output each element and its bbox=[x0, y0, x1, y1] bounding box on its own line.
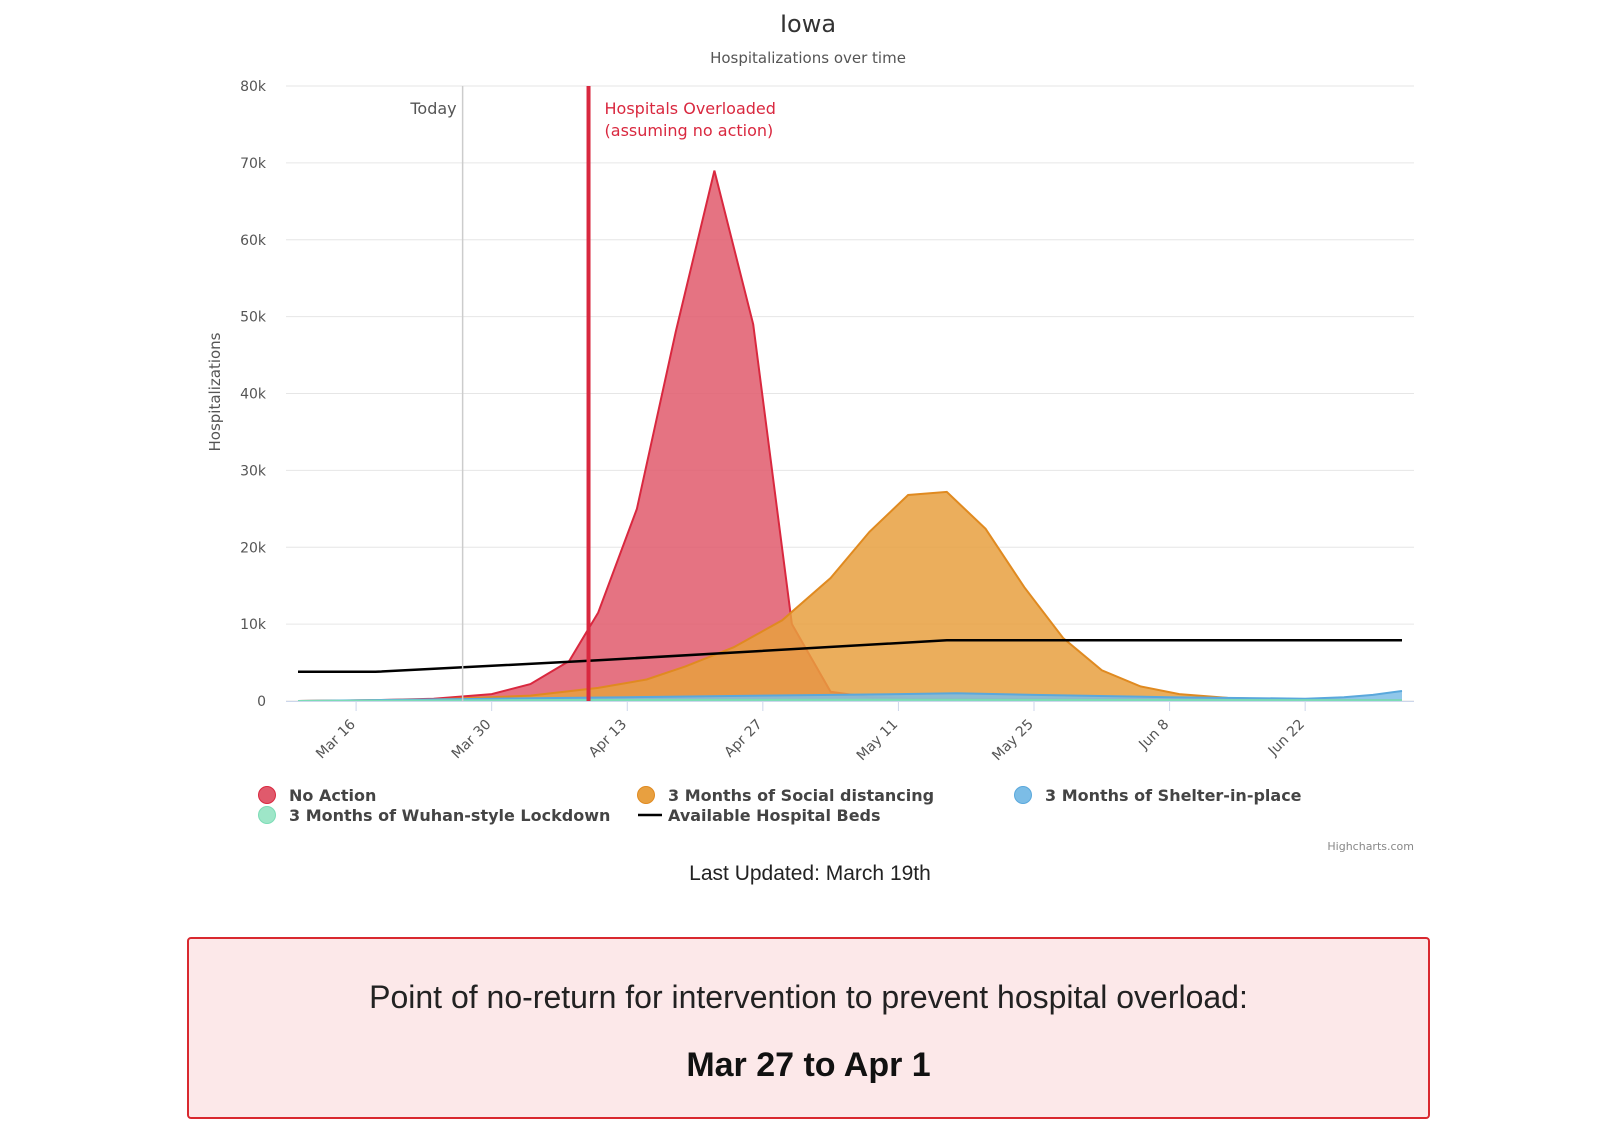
today-label: Today bbox=[409, 99, 456, 118]
hospital-beds-line bbox=[298, 639, 1402, 674]
x-tick-label: Mar 30 bbox=[449, 717, 495, 763]
series-outline-1 bbox=[297, 490, 1403, 702]
y-tick-label: 10k bbox=[240, 617, 267, 633]
credits-link[interactable]: Highcharts.com bbox=[1327, 840, 1414, 853]
chart-title: Iowa bbox=[780, 10, 836, 38]
series-outline-2 bbox=[297, 690, 1403, 702]
overload-callout: Point of no-return for intervention to p… bbox=[187, 937, 1430, 1119]
y-axis-title: Hospitalizations bbox=[206, 332, 224, 451]
legend-item-label[interactable]: 3 Months of Wuhan-style Lockdown bbox=[289, 806, 610, 825]
x-axis: Mar 16 Mar 30 Apr 13 Apr 27 May 11 May 25 Jun … bbox=[286, 701, 1414, 764]
series-layer bbox=[297, 170, 1403, 702]
legend-symbol[interactable] bbox=[1014, 786, 1032, 804]
legend-symbol[interactable] bbox=[258, 806, 276, 824]
y-tick-label: 50k bbox=[240, 310, 267, 326]
legend-item-label[interactable]: No Action bbox=[289, 786, 376, 805]
overload-label-sub: (assuming no action) bbox=[605, 121, 774, 140]
y-tick-label: 80k bbox=[240, 79, 267, 95]
y-axis-labels: 0 10k 20k 30k 40k 50k 60k 70k 80k bbox=[240, 79, 267, 710]
y-tick-label: 40k bbox=[240, 387, 267, 403]
hospitalizations-chart: Iowa Hospitalizations over time 0 10k 20k 3… bbox=[206, 10, 1414, 853]
callout-date-range: Mar 27 to Apr 1 bbox=[686, 1046, 931, 1084]
x-tick-label: Mar 16 bbox=[313, 716, 359, 762]
legend-item-label[interactable]: Available Hospital Beds bbox=[668, 806, 881, 825]
y-tick-label: 60k bbox=[240, 233, 267, 249]
y-tick-label: 70k bbox=[240, 156, 267, 172]
legend-symbol[interactable] bbox=[258, 786, 276, 804]
x-tick-label: May 11 bbox=[854, 717, 902, 765]
chart-subtitle: Hospitalizations over time bbox=[710, 49, 906, 67]
legend-item-label[interactable]: 3 Months of Social distancing bbox=[668, 786, 934, 805]
legend: No Action 3 Months of Social distancing 3 … bbox=[258, 786, 1302, 825]
series-outline-3 bbox=[297, 698, 1403, 702]
x-tick-label: Jun 8 bbox=[1135, 717, 1172, 754]
last-updated: Last Updated: March 19th bbox=[689, 862, 931, 885]
y-tick-label: 30k bbox=[240, 463, 267, 479]
y-tick-label: 0 bbox=[257, 694, 266, 710]
x-tick-label: Apr 27 bbox=[721, 717, 765, 761]
callout-message: Point of no-return for intervention to p… bbox=[369, 979, 1248, 1015]
x-tick-label: Jun 22 bbox=[1265, 717, 1308, 760]
y-tick-label: 20k bbox=[240, 540, 267, 556]
plot-lines: Today Hospitals Overloaded (assuming no ac… bbox=[409, 86, 776, 701]
legend-symbol[interactable] bbox=[637, 786, 655, 804]
legend-item-label[interactable]: 3 Months of Shelter-in-place bbox=[1045, 786, 1302, 805]
y-gridlines bbox=[286, 85, 1414, 702]
x-tick-label: May 25 bbox=[989, 717, 1037, 765]
x-tick-label: Apr 13 bbox=[586, 717, 630, 761]
overload-label: Hospitals Overloaded bbox=[605, 99, 776, 118]
series-area-1 bbox=[298, 491, 1402, 701]
